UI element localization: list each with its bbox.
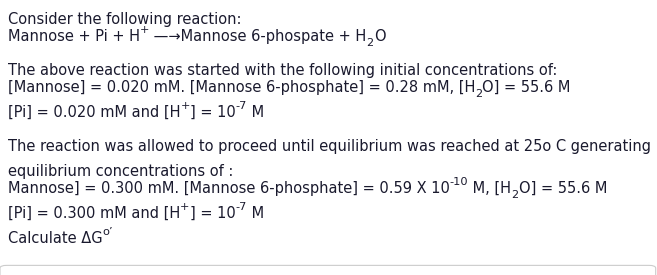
Text: equilibrium concentrations of :: equilibrium concentrations of : xyxy=(8,164,233,179)
Text: O] = 55.6 M: O] = 55.6 M xyxy=(482,79,571,95)
Text: [Mannose] = 0.020 mM. [Mannose 6-phosphate] = 0.28 mM, [H: [Mannose] = 0.020 mM. [Mannose 6-phospha… xyxy=(8,79,475,95)
Text: M: M xyxy=(247,105,264,120)
Text: M, [H: M, [H xyxy=(468,181,511,196)
Text: +: + xyxy=(181,101,190,111)
Text: o’: o’ xyxy=(102,227,113,237)
Text: ] = 10: ] = 10 xyxy=(189,206,235,221)
Text: O] = 55.6 M: O] = 55.6 M xyxy=(518,181,607,196)
FancyBboxPatch shape xyxy=(0,265,656,275)
Text: M: M xyxy=(246,206,263,221)
Text: Mannose + Pi + H: Mannose + Pi + H xyxy=(8,29,140,44)
Text: [Pi] = 0.020 mM and [H: [Pi] = 0.020 mM and [H xyxy=(8,105,181,120)
Text: O: O xyxy=(374,29,385,44)
Text: Calculate ΔG: Calculate ΔG xyxy=(8,231,102,246)
Text: -7: -7 xyxy=(235,101,247,111)
Text: 2: 2 xyxy=(511,190,518,200)
Text: The above reaction was started with the following initial concentrations of:: The above reaction was started with the … xyxy=(8,63,557,78)
Text: —→Mannose 6-phospate + H: —→Mannose 6-phospate + H xyxy=(149,29,367,44)
Text: ] = 10: ] = 10 xyxy=(190,105,235,120)
Text: [Pi] = 0.300 mM and [H: [Pi] = 0.300 mM and [H xyxy=(8,206,180,221)
Text: The reaction was allowed to proceed until equilibrium was reached at 25o C gener: The reaction was allowed to proceed unti… xyxy=(8,139,651,154)
Text: +: + xyxy=(140,25,149,35)
Text: 2: 2 xyxy=(367,39,374,48)
Text: Mannose] = 0.300 mM. [Mannose 6-phosphate] = 0.59 X 10: Mannose] = 0.300 mM. [Mannose 6-phosphat… xyxy=(8,181,450,196)
Text: Consider the following reaction:: Consider the following reaction: xyxy=(8,12,241,28)
Text: +: + xyxy=(180,202,189,212)
Text: -10: -10 xyxy=(450,177,468,186)
Text: -7: -7 xyxy=(235,202,246,212)
Text: 2: 2 xyxy=(475,89,482,99)
